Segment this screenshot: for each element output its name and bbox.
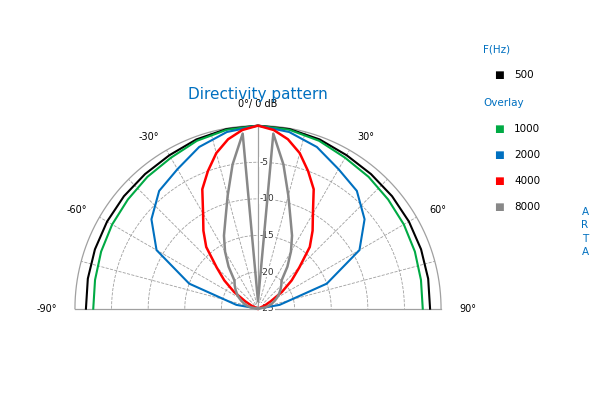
Text: 4000: 4000 [514,176,541,186]
Text: ■: ■ [494,176,503,186]
Text: -10: -10 [260,194,275,203]
Text: -5: -5 [260,158,269,167]
Text: ■: ■ [494,202,503,212]
Text: Directivity pattern: Directivity pattern [188,87,328,102]
Text: ■: ■ [494,124,503,134]
Text: -60°: -60° [66,205,87,215]
Text: ■: ■ [494,150,503,160]
Text: 30°: 30° [357,132,374,142]
Text: 500: 500 [514,70,534,80]
Text: F(Hz): F(Hz) [483,44,510,54]
Text: ■: ■ [494,70,503,80]
Text: -30°: -30° [139,132,159,142]
Text: 60°: 60° [429,205,446,215]
Text: A
R
T
A: A R T A [581,207,589,257]
Text: Overlay: Overlay [483,98,524,108]
Text: -90°: -90° [36,304,56,314]
Text: -15: -15 [260,231,275,240]
Text: -25: -25 [260,304,274,313]
Text: 1000: 1000 [514,124,541,134]
Text: 2000: 2000 [514,150,541,160]
Text: 8000: 8000 [514,202,541,212]
Text: -20: -20 [260,268,274,276]
Text: 90°: 90° [460,304,476,314]
Text: 0°/ 0 dB: 0°/ 0 dB [238,99,278,109]
